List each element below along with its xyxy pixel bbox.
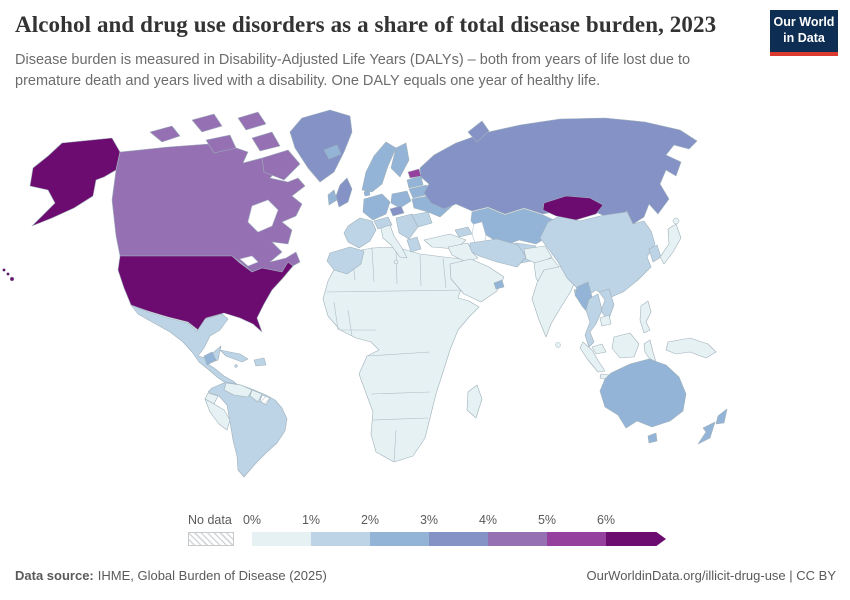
region-japan[interactable] (659, 223, 682, 265)
great-lakes (239, 255, 259, 267)
region-iberia[interactable] (326, 246, 365, 275)
legend-tick-5: 5% (537, 513, 557, 527)
region-uae[interactable] (493, 279, 505, 290)
region-australia[interactable] (599, 358, 687, 429)
region-africa[interactable] (322, 246, 480, 463)
legend-band-4-5[interactable] (488, 532, 547, 546)
region-philippines[interactable] (639, 300, 652, 334)
subtitle-line-1: Disease burden is measured in Disability… (15, 52, 691, 68)
region-poland[interactable] (390, 190, 412, 209)
region-sulawesi[interactable] (643, 339, 657, 363)
region-mexico-central-america[interactable] (130, 304, 253, 401)
region-guatemala[interactable] (203, 351, 217, 366)
region-new-guinea[interactable] (665, 337, 717, 359)
region-caucasus[interactable] (454, 226, 473, 238)
subtitle-line-2: premature death and years lived with a d… (15, 72, 601, 89)
region-baffin-island[interactable] (261, 149, 301, 181)
region-sri-lanka[interactable] (555, 342, 561, 348)
legend-tick-2: 2% (360, 513, 380, 527)
legend-band-2-3[interactable] (370, 532, 429, 546)
region-france[interactable] (343, 217, 377, 249)
region-cuba[interactable] (219, 349, 249, 363)
region-canadian-arctic-1[interactable] (149, 125, 181, 143)
region-sumatra[interactable] (579, 341, 606, 373)
region-new-zealand-north[interactable] (715, 408, 728, 425)
region-hawaii-3[interactable] (9, 276, 15, 282)
owid-logo-box: Our World in Data (770, 10, 838, 52)
owid-logo-line-2: in Data (783, 31, 825, 45)
legend-tick-3: 3% (419, 513, 439, 527)
region-peru[interactable] (204, 398, 231, 431)
region-finland[interactable] (390, 142, 410, 178)
region-hispaniola[interactable] (253, 357, 267, 367)
legend-no-data-label: No data (188, 513, 232, 527)
chart-subtitle: Disease burden is measured in Disability… (15, 50, 745, 91)
region-canadian-arctic-2[interactable] (191, 113, 223, 133)
region-hokkaido[interactable] (672, 217, 680, 225)
region-ireland[interactable] (327, 189, 338, 206)
data-source-label: Data source: (15, 568, 94, 583)
region-china[interactable] (539, 211, 656, 299)
region-novaya-zemlya[interactable] (467, 120, 490, 143)
region-canadian-arctic-4[interactable] (205, 134, 237, 154)
region-italy[interactable] (380, 224, 408, 259)
legend-band-5-6[interactable] (547, 532, 606, 546)
region-iraq-syria[interactable] (447, 242, 479, 263)
region-canadian-arctic-5[interactable] (251, 131, 281, 152)
region-arabia[interactable] (449, 258, 505, 303)
region-borneo[interactable] (611, 332, 640, 359)
region-baltics[interactable] (406, 175, 424, 189)
owid-logo-line-1: Our World (773, 15, 835, 30)
region-french-guiana[interactable] (259, 394, 271, 406)
region-sicily[interactable] (393, 259, 399, 265)
page-title: Alcohol and drug use disorders as a shar… (15, 12, 717, 37)
region-mongolia[interactable] (542, 195, 604, 221)
region-tasmania[interactable] (647, 432, 658, 444)
legend-tick-4: 4% (478, 513, 498, 527)
legend-tick-1: 1% (301, 513, 321, 527)
footer-link-license[interactable]: OurWorldinData.org/illicit-drug-use | CC… (586, 568, 837, 583)
region-united-kingdom[interactable] (335, 177, 353, 208)
region-usa[interactable] (117, 255, 294, 333)
region-greenland[interactable] (289, 109, 353, 183)
region-venezuela[interactable] (223, 382, 253, 398)
legend-no-data-swatch[interactable] (188, 532, 234, 546)
region-czechia[interactable] (389, 205, 405, 217)
region-cambodia[interactable] (599, 314, 612, 327)
region-thailand[interactable] (584, 293, 603, 348)
owid-logo: Our World in Data (770, 10, 838, 56)
region-balkans[interactable] (395, 213, 419, 240)
region-norway-sweden[interactable] (361, 141, 397, 193)
world-choropleth-map[interactable] (0, 100, 850, 512)
data-source-value: IHME, Global Burden of Disease (2025) (97, 568, 327, 583)
legend-band-1-2[interactable] (311, 532, 370, 546)
region-madagascar[interactable] (466, 384, 483, 419)
legend-band-0-1[interactable] (252, 532, 311, 546)
region-russia[interactable] (419, 117, 698, 225)
region-alaska[interactable] (29, 137, 121, 227)
map-legend[interactable]: No data 0% 1% 2% 3% 4% 5% 6% (0, 510, 850, 560)
chart-footer: Data source: IHME, Global Burden of Disea… (15, 568, 836, 583)
region-jamaica[interactable] (234, 364, 238, 368)
region-denmark[interactable] (363, 188, 371, 197)
legend-tick-0: 0% (242, 513, 262, 527)
region-canadian-arctic-3[interactable] (237, 111, 267, 131)
hudson-bay (247, 199, 279, 233)
region-romania[interactable] (411, 211, 433, 228)
region-south-america[interactable] (207, 381, 288, 478)
region-greece[interactable] (406, 236, 422, 253)
region-guyana[interactable] (249, 389, 263, 403)
region-iceland[interactable] (323, 144, 342, 160)
region-hawaii-2[interactable] (6, 272, 10, 276)
region-estonia[interactable] (407, 168, 422, 179)
legend-band-6-plus[interactable] (606, 532, 666, 546)
region-hawaii-1[interactable] (2, 268, 6, 272)
region-malaysia[interactable] (591, 343, 607, 355)
legend-tick-6: 6% (596, 513, 616, 527)
owid-logo-red-bar (770, 52, 838, 56)
region-germany-central-europe[interactable] (362, 193, 391, 221)
data-source: Data source: IHME, Global Burden of Disea… (15, 568, 327, 583)
legend-band-3-4[interactable] (429, 532, 488, 546)
region-new-zealand-south[interactable] (697, 421, 716, 445)
